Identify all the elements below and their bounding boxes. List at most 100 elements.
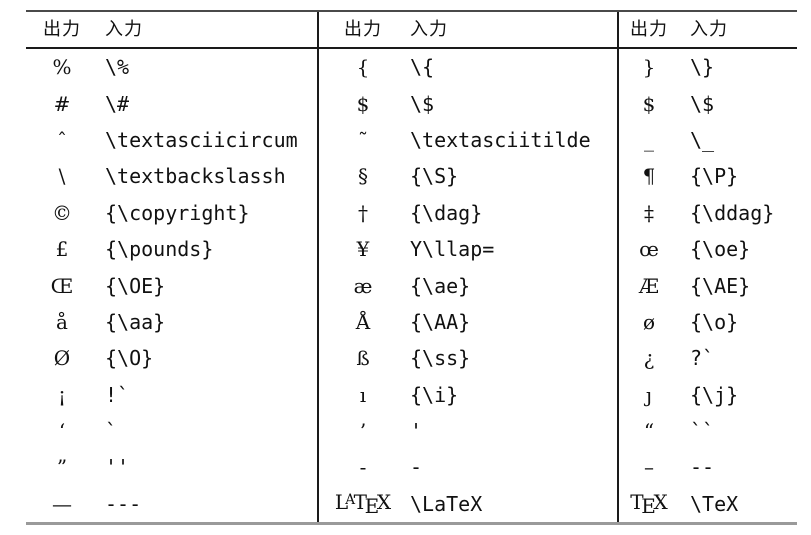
input-code: \$	[410, 91, 435, 116]
input-code: \TeX	[690, 491, 739, 516]
input-code: {\ae}	[410, 273, 471, 298]
output-symbol: Æ	[638, 273, 660, 298]
table-row: Æ {\AE}	[619, 267, 797, 303]
table-row: { \{	[319, 49, 617, 85]
table-row: © {\copyright}	[26, 195, 317, 231]
table-header-row: 出力 入力	[26, 12, 317, 49]
output-symbol: ‡	[644, 200, 654, 225]
input-code: {\O}	[105, 346, 154, 371]
table-row: ¿ ?`	[619, 340, 797, 376]
input-code: \textasciicircum	[105, 127, 298, 152]
table-group-2: 出力 入力 {\{$ \$ ˜ \textasciitilde § {\S} † {\dag} ¥ Y…	[317, 12, 617, 523]
output-symbol: Ø	[53, 346, 71, 371]
table-header-row: 出力 入力	[619, 12, 797, 49]
output-symbol: -	[359, 455, 367, 480]
table-row: ¡ !`	[26, 377, 317, 413]
output-symbol: \	[58, 164, 66, 189]
table-row: ø {\o}	[619, 304, 797, 340]
output-symbol: _	[644, 127, 654, 152]
output-column-header: 出力	[630, 18, 668, 40]
input-code: \%	[105, 55, 130, 80]
table-row: $ \$	[619, 85, 797, 121]
logo-x: X	[376, 489, 392, 514]
input-column-header: 入力	[410, 18, 448, 40]
input-code: \_	[690, 127, 715, 152]
table-row: æ {\ae}	[319, 267, 617, 303]
table-row: ‘`	[26, 413, 317, 449]
output-symbol: ȷ	[645, 382, 653, 407]
table-row: ’ '	[319, 413, 617, 449]
latex-logo: LATEX	[334, 489, 392, 519]
special-chars-table: 出力 入力% \% # \# ˆ \textasciicircum \ \textbacksla…	[26, 10, 797, 526]
table-row: ß {\ss}	[319, 340, 617, 376]
table-row: œ {\oe}	[619, 231, 797, 267]
logo-lowered-e: E	[364, 494, 380, 519]
input-code: {\o}	[690, 309, 739, 334]
output-symbol: #	[53, 91, 71, 116]
input-code: {\ss}	[410, 346, 471, 371]
logo-x: X	[653, 489, 668, 514]
input-code: {\i}	[410, 382, 459, 407]
output-symbol: ‘	[58, 419, 66, 444]
output-symbol: ’	[359, 419, 367, 444]
table-row: ‡ {\ddag}	[619, 195, 797, 231]
input-code: \{	[410, 55, 435, 80]
output-column-header: 出力	[43, 18, 81, 40]
output-symbol: å	[56, 309, 68, 334]
output-symbol: Œ	[50, 273, 74, 298]
table-row: Œ {\OE}	[26, 267, 317, 303]
input-code: {\aa}	[105, 309, 166, 334]
table-row: Ø {\O}	[26, 340, 317, 376]
output-symbol: æ	[353, 273, 373, 298]
output-symbol: }	[642, 55, 656, 80]
table-row: ı {\i}	[319, 377, 617, 413]
input-code: {\pounds}	[105, 237, 214, 262]
output-symbol: –	[644, 455, 654, 480]
table-row: “ ``	[619, 413, 797, 449]
input-code: {\j}	[690, 382, 739, 407]
input-code: {\ddag}	[690, 200, 775, 225]
table-row: ” ''	[26, 449, 317, 485]
input-code: ---	[105, 491, 142, 516]
input-code: {\P}	[690, 164, 739, 189]
input-code: `	[105, 419, 118, 444]
input-code: --	[690, 455, 715, 480]
table-row: TEX \TeX	[619, 486, 797, 522]
input-code: {\dag}	[410, 200, 483, 225]
input-code: \#	[105, 91, 130, 116]
input-code: Y\llap=	[410, 237, 495, 262]
input-code: {\copyright}	[105, 200, 250, 225]
table-row: \ \textbackslassh	[26, 158, 317, 194]
output-symbol: ı	[359, 382, 367, 407]
table-row: – --	[619, 449, 797, 485]
output-symbol: —	[52, 491, 72, 516]
table-group-1: 出力 入力% \% # \# ˆ \textasciicircum \ \textbacksla…	[26, 12, 317, 522]
table-header-row: 出力 入力	[319, 12, 617, 49]
table-row: ¶ {\P}	[619, 158, 797, 194]
table-row: % \%	[26, 49, 317, 85]
output-symbol: ¡	[57, 382, 67, 407]
output-symbol: “	[643, 419, 655, 444]
output-symbol: §	[358, 164, 368, 189]
table-row: ȷ {\j}	[619, 377, 797, 413]
table-row: ˜ \textasciitilde	[319, 122, 617, 158]
logo-lowered-e: E	[641, 494, 656, 519]
table-row: --	[319, 449, 617, 485]
input-code: {\oe}	[690, 237, 751, 262]
table-row: § {\S}	[319, 158, 617, 194]
input-column-header: 入力	[690, 18, 728, 40]
table-row: } \}	[619, 49, 797, 85]
input-code: \textbackslassh	[105, 164, 286, 189]
input-code: ?`	[690, 346, 715, 371]
table-row: £ {\pounds}	[26, 231, 317, 267]
output-symbol: Å	[355, 309, 371, 334]
output-symbol: ¶	[642, 164, 656, 189]
input-code: ``	[690, 419, 715, 444]
output-symbol: ß	[356, 346, 370, 371]
output-column-header: 出力	[344, 18, 382, 40]
output-symbol: ˆ	[57, 127, 67, 152]
input-code: ''	[105, 455, 130, 480]
output-symbol: {	[356, 55, 370, 80]
output-symbol: ¥	[356, 237, 370, 262]
table-row: — ---	[26, 486, 317, 522]
